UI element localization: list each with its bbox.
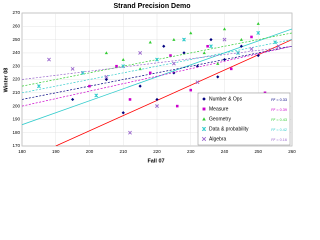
point [148, 40, 152, 44]
legend-marker [202, 97, 206, 101]
legend-box [197, 92, 291, 146]
point [88, 84, 91, 88]
point [222, 27, 227, 31]
x-tick-label: 260 [288, 149, 296, 154]
r2-label: R² = 0.33 [271, 98, 287, 102]
point [104, 74, 109, 79]
point [206, 44, 209, 48]
point [195, 64, 200, 68]
point [162, 44, 166, 48]
point [121, 57, 125, 61]
point [138, 84, 142, 88]
point [175, 104, 179, 108]
point [128, 130, 132, 135]
chart: Strand Precision Demo Fall 07 Winter 08 … [3, 3, 296, 165]
point [171, 61, 176, 66]
x-tick-label: 210 [119, 149, 127, 154]
x-tick-label: 180 [18, 149, 26, 154]
y-tick-label: 250 [12, 37, 20, 42]
point [216, 61, 220, 65]
point [128, 98, 132, 101]
point [249, 46, 254, 51]
point [195, 80, 200, 85]
x-tick-label: 240 [221, 149, 229, 154]
point [155, 57, 159, 62]
x-axis-label: Fall 07 [147, 158, 164, 164]
point [148, 71, 152, 75]
point [256, 22, 260, 25]
point [172, 71, 176, 75]
y-tick-label: 210 [12, 90, 20, 95]
trendline [22, 39, 292, 94]
y-tick-label: 260 [12, 23, 20, 28]
point [182, 37, 186, 42]
point [182, 51, 186, 55]
point [104, 77, 108, 82]
legend-label: Number & Ops [209, 96, 243, 102]
point [202, 51, 206, 55]
point [172, 38, 176, 41]
point [256, 53, 260, 58]
legend-marker [201, 136, 207, 142]
point [256, 31, 261, 35]
x-tick-label: 230 [187, 149, 195, 154]
x-tick-label: 250 [254, 149, 262, 154]
point [273, 40, 278, 45]
point [169, 54, 172, 57]
point [155, 104, 159, 109]
y-tick-label: 270 [12, 10, 20, 15]
reference-line [55, 39, 292, 146]
point [47, 57, 51, 62]
point [71, 97, 75, 102]
y-tick-label: 200 [12, 103, 20, 108]
x-tick-label: 190 [52, 149, 60, 154]
r2-label: R² = 0.16 [271, 138, 287, 142]
point [138, 50, 143, 55]
point [229, 67, 233, 71]
point [70, 66, 75, 71]
point [104, 51, 108, 55]
point [222, 57, 227, 62]
y-tick-label: 230 [12, 63, 20, 68]
y-tick-label: 220 [12, 77, 20, 82]
r2-label: R² = 0.39 [271, 108, 287, 112]
legend-label: Geometry [209, 116, 231, 122]
trendline [22, 45, 292, 107]
point [115, 64, 118, 68]
r2-label: R² = 0.43 [271, 118, 287, 122]
r2-label: R² = 0.42 [271, 128, 287, 132]
y-axis-label: Winter 08 [3, 68, 9, 93]
point [94, 93, 99, 98]
legend-marker [201, 126, 207, 132]
point [216, 75, 220, 79]
point [239, 44, 243, 48]
point [155, 97, 159, 102]
legend-marker [202, 107, 206, 111]
x-tick-label: 200 [86, 149, 94, 154]
point [36, 84, 41, 89]
x-tick-label: 220 [153, 149, 161, 154]
y-tick-label: 170 [12, 143, 20, 148]
point [189, 88, 193, 92]
point [239, 38, 243, 41]
point [121, 111, 125, 115]
point [250, 35, 253, 39]
point [209, 38, 213, 42]
y-tick-label: 180 [12, 130, 20, 135]
point [189, 31, 193, 35]
legend-label: Measure [209, 106, 229, 112]
legend-label: Data & probability [209, 126, 249, 132]
y-tick-label: 190 [12, 117, 20, 122]
y-tick-label: 240 [12, 50, 20, 55]
trendline [22, 45, 292, 100]
legend-label: Algebra [209, 136, 226, 142]
legend-marker [202, 117, 206, 121]
point [276, 44, 281, 49]
point [222, 37, 227, 42]
point [209, 44, 213, 49]
chart-title: Strand Precision Demo [113, 3, 190, 10]
reference-line [22, 28, 292, 126]
